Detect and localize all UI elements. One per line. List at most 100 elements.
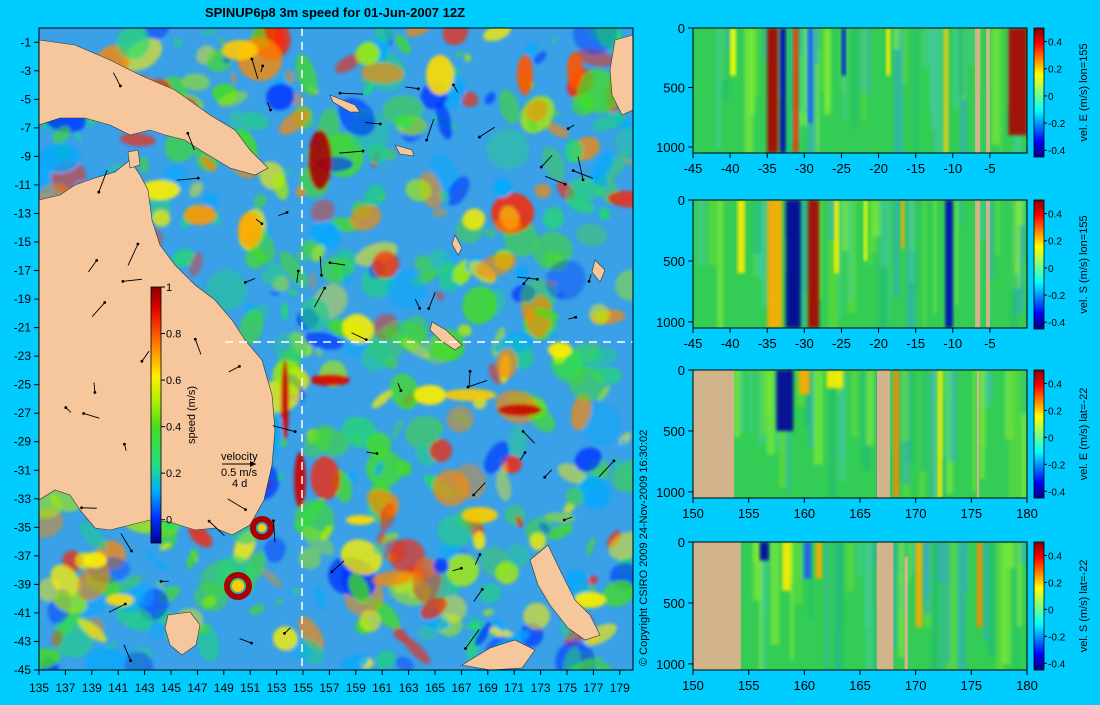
section-stripe: [945, 542, 950, 663]
section-stripe: [856, 542, 863, 576]
velocity-vector-head: [460, 567, 463, 570]
section-y-tick-label: 0: [678, 21, 685, 36]
velocity-vector-head: [119, 85, 122, 88]
land-mass: [128, 150, 140, 168]
map-x-tick-label: 153: [267, 681, 287, 695]
eddy-streak: [184, 205, 216, 225]
section-colorbar-label: vel. S (m/s) lat=-22: [1078, 560, 1090, 653]
velocity-vector-head: [82, 412, 85, 415]
section-stripe: [715, 28, 721, 148]
section-stripe: [959, 200, 962, 227]
velocity-vector-head: [479, 553, 482, 556]
velocity-vector-head: [379, 123, 382, 126]
section-stripe: [866, 370, 874, 446]
eddy-core: [258, 524, 266, 532]
section-y-tick-label: 1000: [656, 315, 685, 330]
section-stripe: [979, 200, 986, 241]
map-y-tick-label: -41: [14, 606, 32, 620]
section-stripe: [744, 28, 753, 168]
section-stripe: [956, 200, 959, 305]
velocity-vector-head: [94, 391, 97, 394]
velocity-vector-head: [122, 280, 125, 283]
section-colorbar-label: vel. E (m/s) lon=155: [1078, 43, 1090, 141]
map-y-tick-label: -27: [14, 406, 32, 420]
section-jet: [944, 28, 948, 153]
map-x-tick-label: 145: [161, 681, 181, 695]
section-stripe: [933, 200, 936, 313]
section-jet: [767, 28, 778, 153]
section-panel-2: -45-40-35-30-25-20-15-10-5050010000.40.2…: [656, 193, 1090, 351]
section-x-tick-label: -25: [832, 161, 851, 176]
section-jet: [977, 542, 983, 627]
velocity-vector-head: [208, 520, 211, 523]
eddy-streak: [106, 594, 134, 606]
section-stripe: [969, 28, 973, 66]
section-jet: [815, 542, 822, 579]
section-jet: [793, 28, 798, 153]
section-jet: [786, 200, 801, 328]
map-y-tick-label: -19: [14, 292, 32, 306]
map-y-tick-label: -31: [14, 463, 32, 477]
map-y-tick-label: -9: [20, 149, 31, 163]
map-y-tick-label: -23: [14, 349, 32, 363]
velocity-legend-title: velocity: [221, 451, 258, 463]
map-y-tick-label: -7: [20, 121, 31, 135]
section-stripe: [867, 28, 870, 95]
velocity-vector-head: [160, 580, 163, 583]
copyright: © Copyright CSIRO 2009 24-Nov-2009 16:30…: [638, 430, 650, 666]
section-stripe: [907, 542, 911, 582]
velocity-vector-head: [481, 588, 484, 591]
velocity-vector-head: [613, 459, 616, 462]
section-colorbar-tick-label: 0: [1048, 605, 1054, 616]
chart-title: SPINUP6p8 3m speed for 01-Jun-2007 12Z: [205, 5, 465, 20]
map-y-axis: -1-3-5-7-9-11-13-15-17-19-21-23-25-27-29…: [14, 35, 39, 677]
map-y-tick-label: -43: [14, 634, 32, 648]
section-jet: [938, 370, 942, 498]
section-colorbar-label: vel. E (m/s) lat=-22: [1078, 388, 1090, 481]
section-stripe: [893, 28, 900, 49]
section-stripe: [761, 542, 765, 676]
speed-colorbar-tick-label: 0.6: [166, 375, 181, 387]
section-x-tick-label: 155: [738, 506, 760, 521]
velocity-vector-head: [563, 519, 566, 522]
section-x-tick-label: -35: [758, 161, 777, 176]
section-x-tick-label: -20: [869, 161, 888, 176]
velocity-vector-head: [95, 259, 98, 262]
velocity-vector-head: [123, 443, 126, 446]
section-stripe: [1000, 28, 1003, 168]
section-x-tick-label: -5: [984, 336, 996, 351]
speed-colorbar-tick-label: 0: [166, 515, 172, 527]
eddy-streak: [238, 212, 262, 248]
section-x-tick-label: -40: [721, 161, 740, 176]
section-jet: [1008, 28, 1027, 135]
velocity-vector-head: [399, 389, 402, 392]
section-x-tick-label: -35: [758, 336, 777, 351]
eddy-core: [232, 580, 244, 592]
section-jet: [945, 200, 952, 328]
section-stripe: [697, 200, 706, 265]
section-x-tick-label: 155: [738, 678, 760, 693]
speed-colorbar-tick-label: 0.2: [166, 468, 181, 480]
section-x-tick-label: -30: [795, 336, 814, 351]
section-stripe: [770, 542, 779, 645]
section-stripe: [979, 370, 984, 479]
velocity-vector-head: [564, 183, 567, 186]
section-stripe: [923, 200, 926, 332]
section-x-tick-label: -5: [984, 161, 996, 176]
section-colorbar: [1034, 370, 1044, 498]
section-x-tick-label: -15: [906, 161, 925, 176]
section-colorbar-tick-label: 0.4: [1048, 551, 1062, 562]
velocity-vector-head: [567, 127, 570, 130]
velocity-vector-head: [329, 261, 332, 264]
section-jet: [804, 542, 811, 579]
map-x-tick-label: 179: [610, 681, 630, 695]
section-stripe: [752, 200, 761, 254]
map-x-tick-label: 173: [531, 681, 551, 695]
eddy-streak: [294, 452, 306, 508]
section-jet: [767, 200, 782, 328]
section-panel-4-field: [693, 542, 1027, 688]
velocity-vector-head: [452, 83, 455, 86]
section-stripe: [935, 28, 940, 158]
